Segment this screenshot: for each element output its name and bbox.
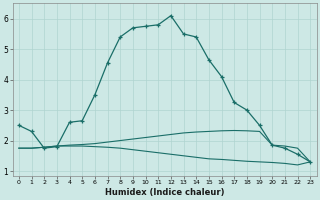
X-axis label: Humidex (Indice chaleur): Humidex (Indice chaleur) bbox=[105, 188, 224, 197]
